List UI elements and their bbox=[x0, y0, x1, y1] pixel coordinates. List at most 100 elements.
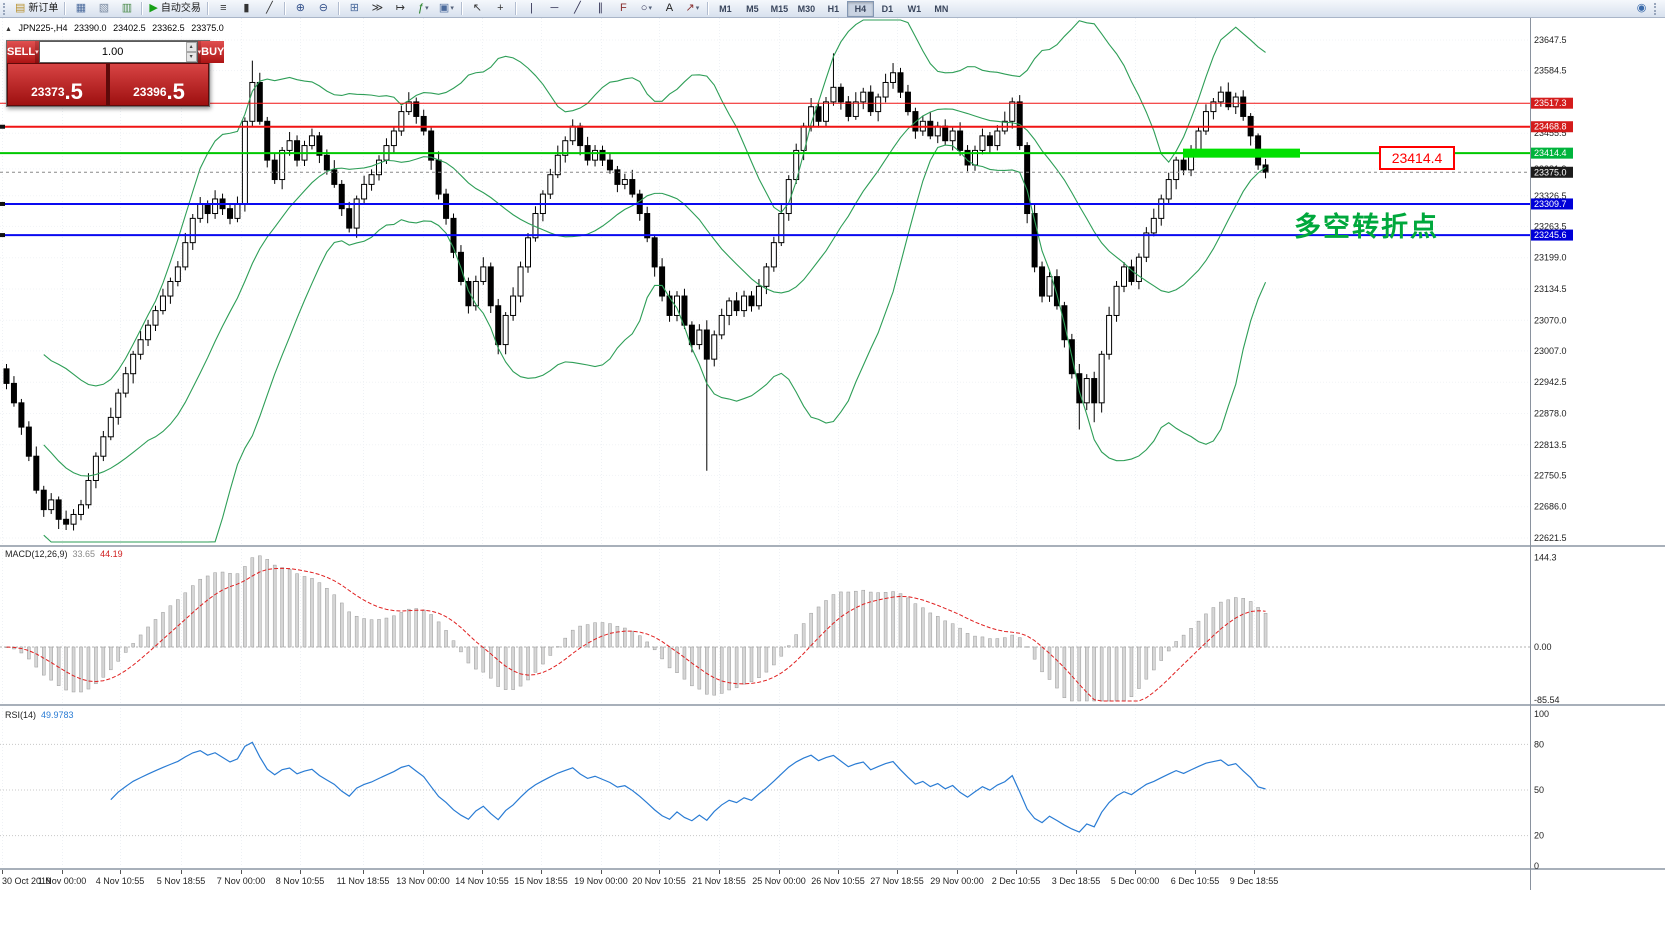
macd-histogram-bar bbox=[250, 557, 255, 648]
sell-button[interactable]: SELL bbox=[7, 41, 36, 63]
bear-candle bbox=[331, 169, 338, 185]
macd-histogram-bar bbox=[600, 622, 605, 648]
timeframe-button-m1[interactable]: M1 bbox=[719, 3, 732, 14]
toolbar-grip[interactable] bbox=[3, 2, 8, 15]
arrows-icon[interactable]: ↗ ▾ bbox=[681, 0, 704, 17]
macd-histogram-bar bbox=[623, 627, 627, 648]
auto-scroll-icon[interactable]: ≫ bbox=[366, 0, 389, 17]
macd-histogram-bar bbox=[176, 599, 180, 648]
horizontal-line-icon[interactable]: ─ bbox=[543, 0, 566, 17]
macd-histogram-bar bbox=[667, 646, 672, 669]
buy-options-caret-icon[interactable]: ▾ bbox=[197, 41, 202, 63]
buy-button[interactable]: BUY bbox=[201, 41, 225, 63]
candlestick-chart-icon[interactable]: ▮ bbox=[235, 0, 258, 17]
zoom-in-icon-glyph: ⊕ bbox=[295, 2, 305, 14]
bull-candle bbox=[755, 285, 762, 307]
volume-down-button[interactable]: ▾ bbox=[185, 52, 197, 62]
timeframe-button-m5[interactable]: M5 bbox=[746, 3, 759, 14]
bull-candle bbox=[562, 140, 569, 156]
macd-histogram-bar bbox=[429, 614, 433, 648]
macd-histogram-bar bbox=[1241, 598, 1245, 648]
channel-icon[interactable]: ∥ bbox=[589, 0, 612, 17]
turning-point-annotation[interactable]: 多空转折点 bbox=[1294, 212, 1439, 242]
bull-candle bbox=[726, 300, 733, 316]
bull-candle bbox=[1143, 232, 1150, 258]
panel-splitter[interactable] bbox=[0, 868, 1665, 870]
volume-input[interactable] bbox=[39, 42, 186, 62]
navigator-icon[interactable]: ▧ bbox=[92, 0, 115, 17]
terminal-icon[interactable]: ▥ bbox=[115, 0, 138, 17]
volume-up-button[interactable]: ▴ bbox=[185, 42, 197, 52]
macd-histogram-bar bbox=[734, 646, 739, 689]
macd-signal-line bbox=[6, 567, 1266, 702]
sell-price-button[interactable]: 23373.5 bbox=[8, 64, 106, 105]
arrows-icon-glyph: ↗ bbox=[685, 2, 695, 14]
candles-layer bbox=[3, 53, 1269, 531]
fibonacci-icon[interactable]: F bbox=[612, 0, 635, 17]
buy-price-button[interactable]: 23396.5 bbox=[110, 64, 208, 105]
bear-candle bbox=[904, 91, 911, 113]
bull-candle bbox=[569, 125, 576, 142]
volume-field[interactable]: ▴ ▾ bbox=[38, 41, 198, 63]
timeframe-button-w1[interactable]: W1 bbox=[907, 3, 922, 14]
panel-dividers[interactable] bbox=[0, 18, 1665, 890]
sell-options-caret-icon[interactable]: ▾ bbox=[35, 41, 39, 63]
macd-histogram-bar bbox=[965, 633, 970, 648]
objects-layer[interactable] bbox=[0, 102, 1530, 238]
bull-candle bbox=[100, 436, 107, 457]
time-axis-label: 15 Nov 18:55 bbox=[514, 876, 568, 886]
bull-candle bbox=[182, 242, 189, 268]
zoom-out-icon[interactable]: ⊖ bbox=[312, 0, 335, 17]
text-icon[interactable]: A bbox=[658, 0, 681, 17]
line-chart-icon-glyph: ╱ bbox=[266, 2, 273, 14]
autotrading-label: 自动交易 bbox=[160, 3, 201, 14]
bear-candle bbox=[443, 193, 450, 219]
macd-histogram-bar bbox=[19, 646, 24, 654]
macd-histogram-bar bbox=[384, 617, 389, 648]
macd-histogram-bar bbox=[645, 641, 649, 648]
indicators-icon[interactable]: ƒ ▾ bbox=[412, 0, 435, 17]
autotrading-icon: ▶ bbox=[149, 2, 158, 14]
zoom-in-icon[interactable]: ⊕ bbox=[289, 0, 312, 17]
chart-shift-icon[interactable]: ↦ bbox=[389, 0, 412, 17]
autotrading-button[interactable]: ▶ 自动交易 bbox=[146, 0, 203, 17]
cursor-icon[interactable]: ↖ bbox=[466, 0, 489, 17]
market-watch-icon[interactable]: ▦ bbox=[69, 0, 92, 17]
community-icon[interactable]: ◉ bbox=[1636, 2, 1647, 14]
rsi-axis-label: 100 bbox=[1534, 709, 1549, 719]
templates-icon[interactable]: ▣ ▾ bbox=[435, 0, 458, 17]
bull-candle bbox=[212, 198, 219, 215]
timeframe-button-h4[interactable]: H4 bbox=[846, 0, 874, 17]
timeframe-button-d1[interactable]: D1 bbox=[881, 3, 894, 14]
macd-histogram-bar bbox=[220, 571, 225, 648]
macd-histogram-bar bbox=[1040, 646, 1044, 673]
vertical-line-icon[interactable]: | bbox=[520, 0, 543, 17]
macd-histogram-bar bbox=[682, 646, 687, 680]
panel-splitter[interactable] bbox=[0, 704, 1665, 706]
timeframe-button-m30[interactable]: M30 bbox=[797, 3, 816, 14]
timeframe-button-h1[interactable]: H1 bbox=[827, 3, 840, 14]
trendline-icon[interactable]: ╱ bbox=[566, 0, 589, 17]
bar-chart-icon[interactable]: ≡ bbox=[212, 0, 235, 17]
price-level-annotation[interactable]: 23414.4 bbox=[1379, 146, 1455, 170]
price-axis[interactable]: 23647.523584.523455.523381.923326.523263… bbox=[1531, 35, 1573, 543]
macd-histogram-bar bbox=[615, 625, 620, 648]
new-order-button[interactable]: ▤ 新订单 bbox=[12, 0, 61, 17]
shapes-icon[interactable]: ○ ▾ bbox=[635, 0, 658, 17]
crosshair-icon[interactable]: + bbox=[489, 0, 512, 17]
timeframe-button-m15[interactable]: M15 bbox=[770, 3, 789, 14]
green-zone-highlight[interactable] bbox=[1183, 148, 1300, 158]
line-chart-icon[interactable]: ╱ bbox=[258, 0, 281, 17]
bear-candle bbox=[1225, 91, 1232, 108]
candlestick-chart-icon-glyph: ▮ bbox=[243, 2, 250, 14]
bull-candle bbox=[882, 81, 889, 98]
panel-splitter[interactable] bbox=[0, 545, 1665, 547]
price-badge-label: 23245.6 bbox=[1534, 230, 1567, 240]
toolbar-separator bbox=[706, 2, 709, 15]
toolbar-grip[interactable] bbox=[1654, 2, 1659, 15]
tile-windows-icon[interactable]: ⊞ bbox=[343, 0, 366, 17]
timeframe-button-mn[interactable]: MN bbox=[934, 3, 949, 14]
